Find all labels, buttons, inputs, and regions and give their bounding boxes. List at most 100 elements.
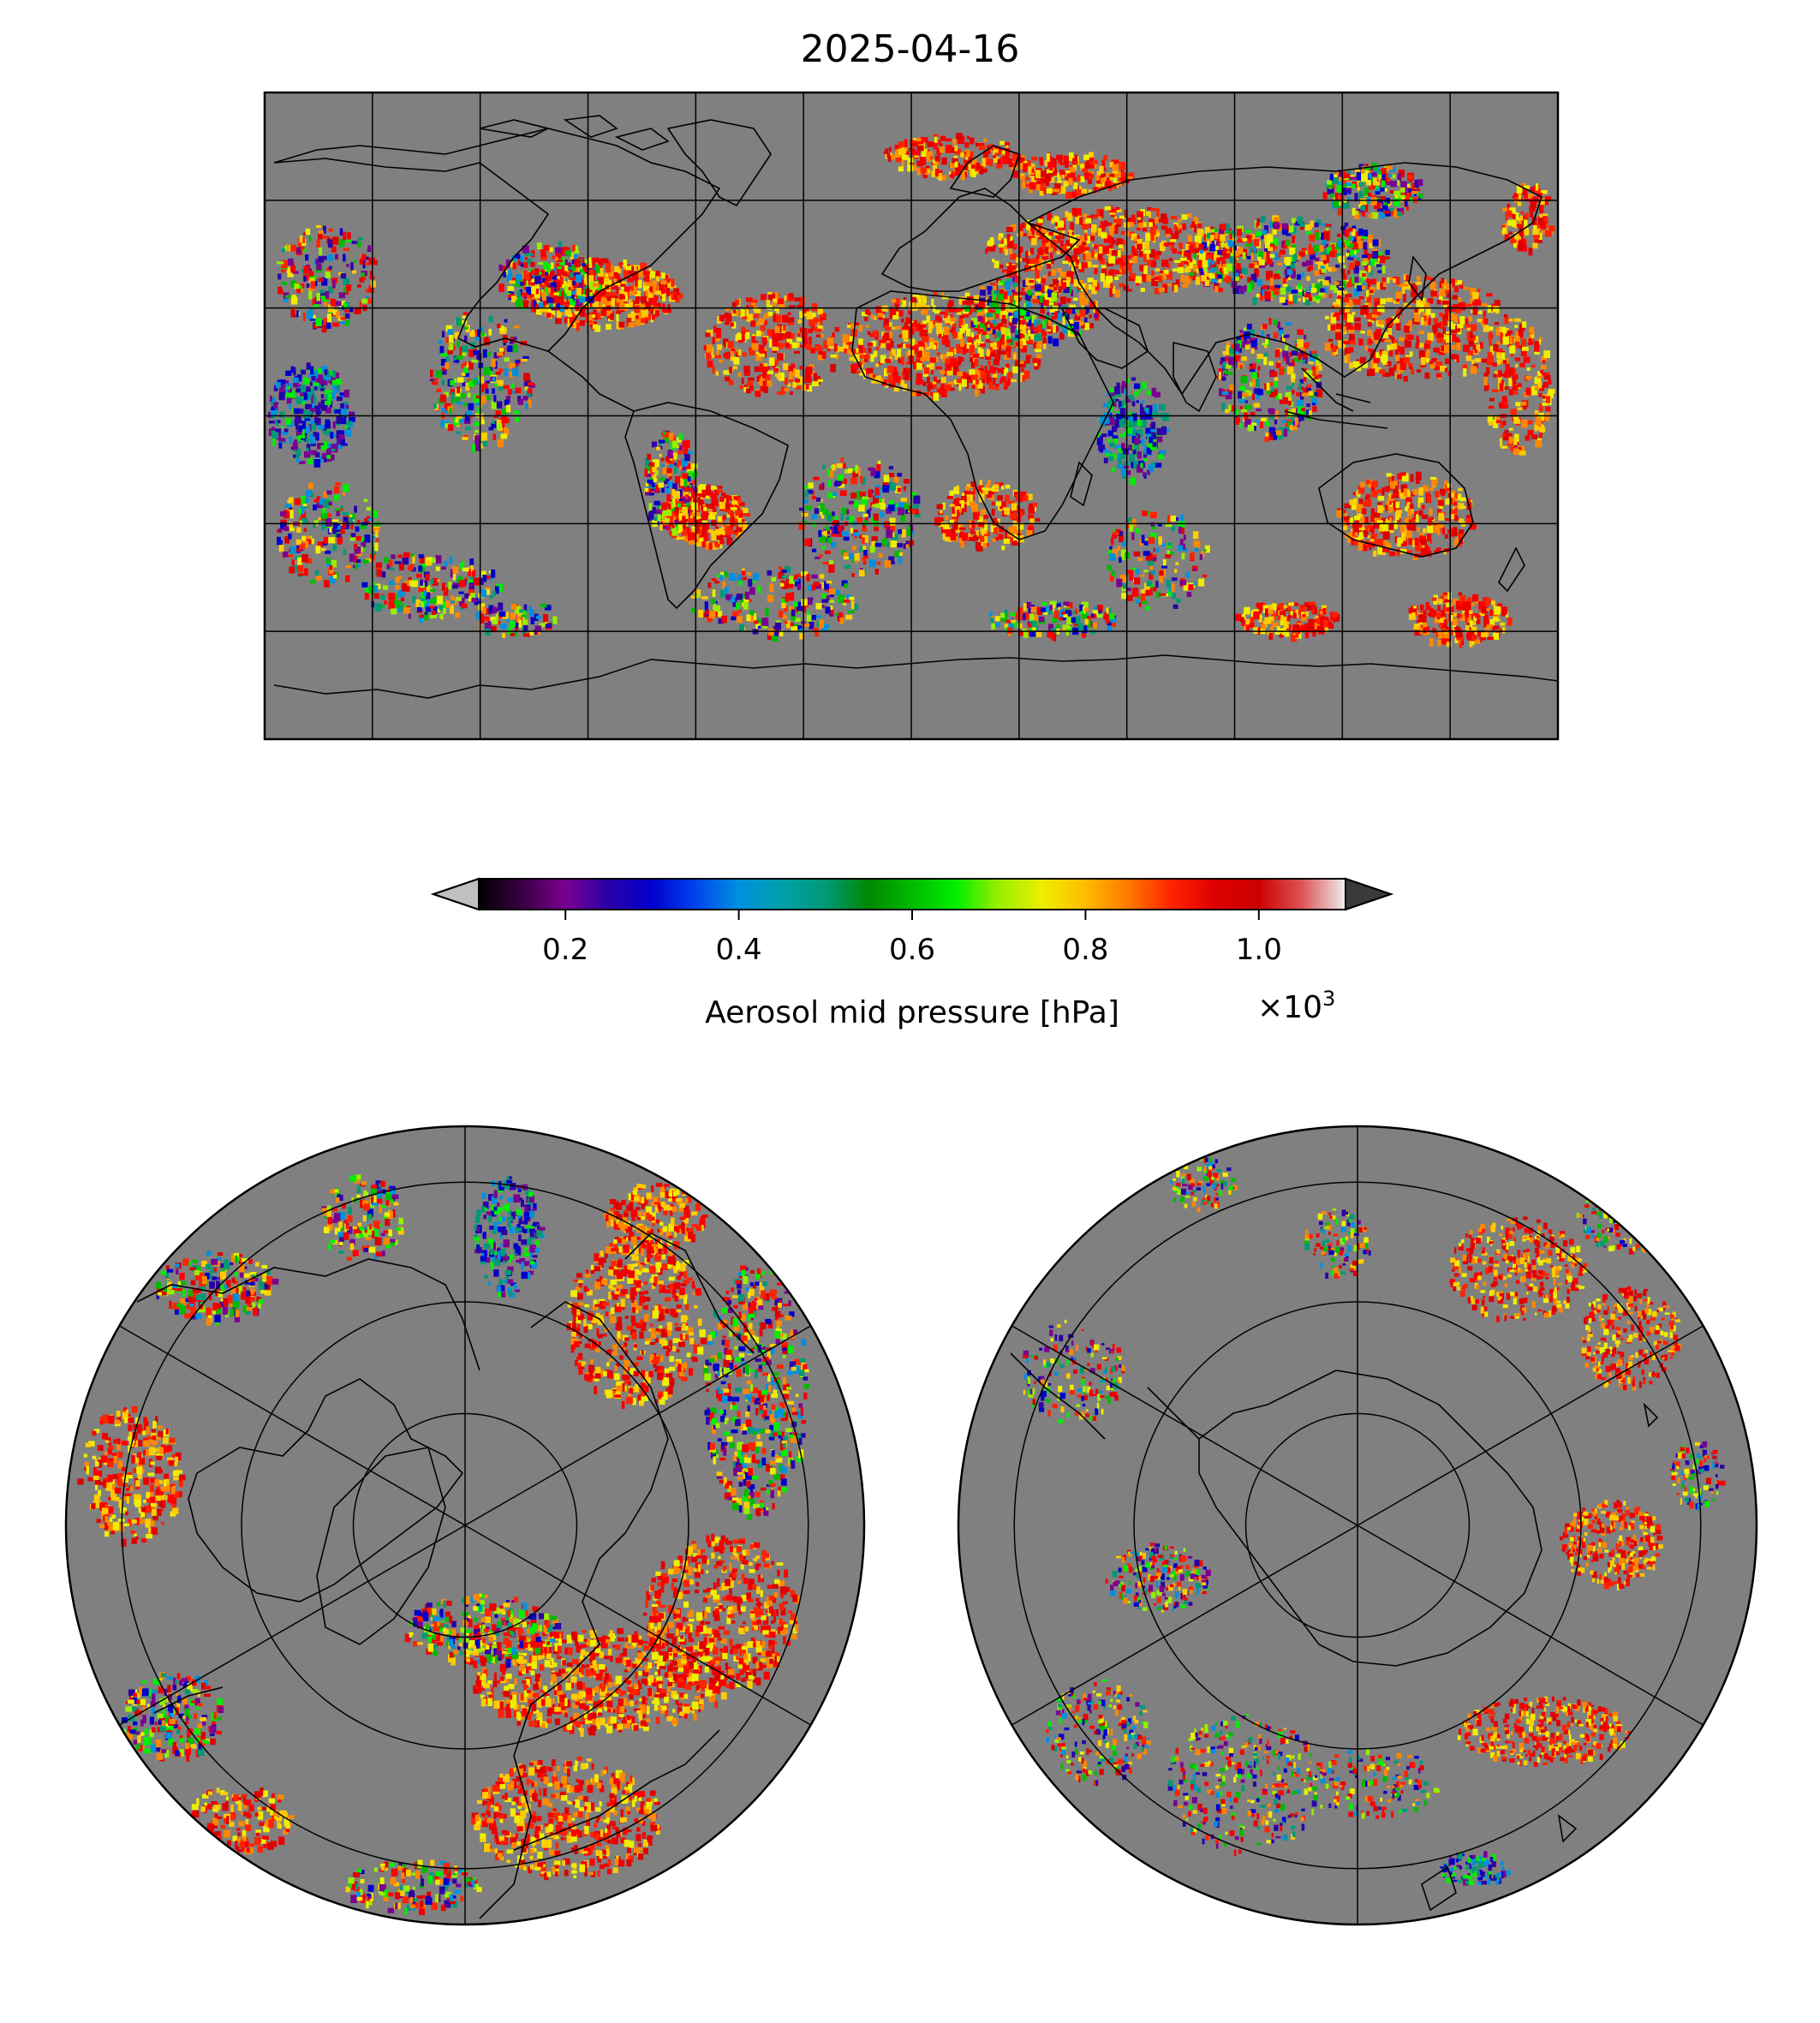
aerosol-pixel xyxy=(1486,293,1493,297)
aerosol-pixel xyxy=(564,250,571,256)
aerosol-pixel xyxy=(953,379,959,385)
aerosol-pixel xyxy=(690,502,698,510)
aerosol-pixel xyxy=(1385,361,1392,367)
aerosol-pixel xyxy=(862,527,868,532)
aerosol-pixel xyxy=(597,277,604,285)
aerosol-pixel xyxy=(1320,288,1327,293)
aerosol-pixel xyxy=(331,236,339,245)
aerosol-pixel xyxy=(315,258,319,265)
aerosol-pixel xyxy=(1357,285,1363,292)
aerosol-pixel xyxy=(675,476,682,483)
aerosol-pixel xyxy=(656,504,661,510)
aerosol-pixel xyxy=(523,295,528,300)
aerosol-pixel xyxy=(1264,244,1271,253)
aerosol-pixel xyxy=(326,455,331,459)
aerosol-pixel xyxy=(676,293,683,299)
aerosol-pixel xyxy=(1033,342,1037,349)
aerosol-pixel xyxy=(832,492,837,497)
aerosol-pixel xyxy=(1409,351,1413,357)
aerosol-pixel xyxy=(1301,248,1307,251)
aerosol-pixel xyxy=(344,239,352,242)
aerosol-pixel xyxy=(638,296,644,301)
aerosol-pixel xyxy=(1202,257,1209,263)
aerosol-pixel xyxy=(829,560,833,569)
aerosol-pixel xyxy=(1489,339,1493,346)
aerosol-pixel xyxy=(1436,333,1444,338)
aerosol-pixel xyxy=(872,504,877,507)
aerosol-pixel xyxy=(337,438,343,445)
aerosol-pixel xyxy=(1435,347,1441,353)
aerosol-pixel xyxy=(295,388,302,393)
aerosol-pixel xyxy=(1468,350,1474,356)
aerosol-pixel xyxy=(1385,249,1390,255)
aerosol-pixel xyxy=(1001,501,1007,508)
aerosol-pixel xyxy=(1114,209,1122,213)
aerosol-pixel xyxy=(320,445,327,451)
aerosol-pixel xyxy=(1357,529,1362,534)
aerosol-pixel xyxy=(805,505,812,510)
aerosol-pixel xyxy=(995,313,1000,319)
aerosol-pixel xyxy=(465,362,469,367)
aerosol-pixel xyxy=(1000,350,1006,355)
aerosol-pixel xyxy=(659,441,662,445)
aerosol-pixel xyxy=(601,272,606,280)
aerosol-pixel xyxy=(299,461,306,464)
aerosol-pixel xyxy=(323,225,326,234)
aerosol-pixel xyxy=(992,517,998,526)
aerosol-pixel xyxy=(1083,317,1088,323)
aerosol-pixel xyxy=(1433,327,1438,335)
aerosol-pixel xyxy=(1453,279,1459,283)
aerosol-pixel xyxy=(983,515,989,519)
aerosol-pixel xyxy=(1035,231,1043,236)
aerosol-pixel xyxy=(510,383,515,389)
aerosol-pixel xyxy=(564,286,569,291)
aerosol-pixel xyxy=(1196,229,1204,236)
aerosol-pixel xyxy=(1209,235,1214,242)
aerosol-pixel xyxy=(1277,262,1283,266)
aerosol-pixel xyxy=(295,397,302,404)
aerosol-pixel xyxy=(1051,218,1054,224)
aerosol-pixel xyxy=(1378,306,1385,313)
aerosol-pixel xyxy=(681,507,689,516)
aerosol-pixel xyxy=(921,324,927,328)
aerosol-pixel xyxy=(984,524,988,530)
aerosol-pixel xyxy=(462,381,468,387)
aerosol-pixel xyxy=(1382,282,1387,287)
aerosol-pixel xyxy=(1239,286,1244,294)
aerosol-pixel xyxy=(684,492,689,496)
aerosol-pixel xyxy=(576,274,582,283)
aerosol-pixel xyxy=(1299,223,1306,228)
aerosol-pixel xyxy=(1452,295,1458,300)
aerosol-pixel xyxy=(284,246,288,251)
aerosol-pixel xyxy=(1211,260,1214,266)
aerosol-pixel xyxy=(982,543,987,548)
aerosol-pixel xyxy=(1209,244,1216,252)
aerosol-pixel xyxy=(1362,273,1366,277)
aerosol-pixel xyxy=(930,370,934,375)
aerosol-pixel xyxy=(859,570,865,576)
aerosol-pixel xyxy=(1013,243,1017,248)
aerosol-pixel xyxy=(474,378,480,385)
aerosol-pixel xyxy=(654,290,661,295)
aerosol-pixel xyxy=(1353,268,1359,274)
aerosol-pixel xyxy=(1000,376,1007,383)
aerosol-pixel xyxy=(1054,303,1062,308)
aerosol-pixel xyxy=(717,486,723,489)
aerosol-pixel xyxy=(297,384,301,387)
aerosol-pixel xyxy=(1478,310,1483,314)
aerosol-pixel xyxy=(485,388,489,394)
aerosol-pixel xyxy=(1209,254,1214,262)
aerosol-pixel xyxy=(506,274,512,282)
aerosol-pixel xyxy=(1187,253,1191,260)
aerosol-pixel xyxy=(1129,260,1134,264)
aerosol-pixel xyxy=(988,240,992,245)
aerosol-pixel xyxy=(906,528,911,536)
aerosol-pixel xyxy=(1407,363,1413,367)
global-map xyxy=(263,91,1560,741)
aerosol-pixel xyxy=(357,284,361,288)
aerosol-pixel xyxy=(1439,292,1443,301)
aerosol-pixel xyxy=(897,473,903,477)
aerosol-pixel xyxy=(351,241,359,244)
aerosol-pixel xyxy=(564,265,570,272)
aerosol-pixel xyxy=(1244,243,1252,247)
